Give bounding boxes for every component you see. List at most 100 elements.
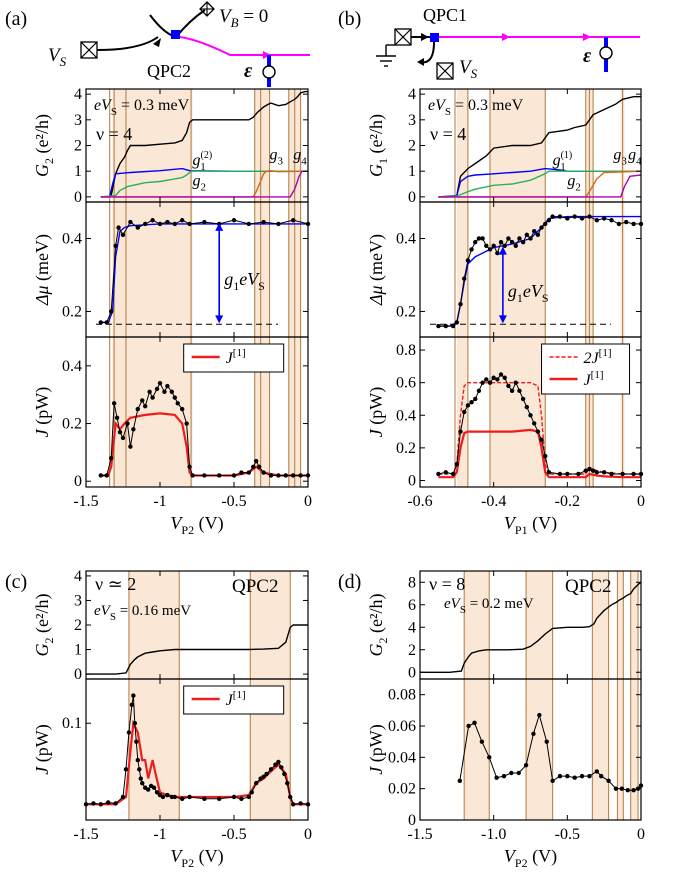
eps-label-b: ε bbox=[583, 45, 592, 67]
schematic-b: (b) QPC1 VS ε bbox=[338, 5, 640, 81]
point-1-2-2-15 bbox=[498, 372, 504, 377]
legend-text-sup: [1] bbox=[599, 347, 612, 359]
schematic-a: (a) VS VB = 0 QPC2 ε bbox=[5, 1, 310, 87]
point-0-2-1-9 bbox=[131, 427, 136, 432]
qpc2-gate-a bbox=[171, 30, 180, 39]
point-0-2-1-39 bbox=[298, 473, 303, 478]
arrow-label-g: g bbox=[508, 281, 517, 301]
point-0-2-1-36 bbox=[276, 473, 281, 478]
panel-label-b: (b) bbox=[338, 8, 361, 30]
annot-ev-val: = 0.16 meV bbox=[116, 603, 191, 619]
point-2-1-1-41 bbox=[279, 765, 284, 770]
ytick-label-2-0-2: 2 bbox=[74, 617, 82, 634]
point-2-1-1-30 bbox=[231, 794, 237, 800]
point-0-2-1-21 bbox=[175, 401, 180, 406]
point-2-1-1-44 bbox=[288, 794, 293, 800]
point-0-2-1-1 bbox=[104, 473, 109, 478]
ytick-label-0-0-4: 4 bbox=[74, 86, 82, 103]
ylabel-main: G bbox=[32, 643, 52, 656]
xlabel-2: VP2 (V) bbox=[170, 846, 223, 870]
point-1-1-1-13 bbox=[491, 243, 496, 248]
point-1-1-1-11 bbox=[484, 243, 489, 248]
ytick-label-1-2-0: 0 bbox=[408, 472, 416, 489]
annot-nu-0: ν = 4 bbox=[96, 124, 132, 144]
point-1-1-1-31 bbox=[565, 216, 570, 221]
point-3-1-0-3 bbox=[479, 739, 485, 744]
legend-text-sup: [1] bbox=[233, 689, 246, 701]
ytick-label-1-0-0: 0 bbox=[408, 189, 416, 206]
point-1-2-2-31 bbox=[576, 471, 581, 477]
point-1-2-2-22 bbox=[524, 404, 530, 410]
point-1-2-2-0 bbox=[436, 471, 441, 477]
point-2-1-1-42 bbox=[282, 771, 287, 777]
arrow-label-sub: 1 bbox=[517, 291, 523, 305]
point-0-1-1-5 bbox=[120, 232, 126, 238]
point-1-1-1-18 bbox=[509, 239, 515, 245]
point-3-1-0-25 bbox=[631, 788, 636, 793]
point-2-1-1-5 bbox=[120, 794, 126, 800]
point-1-1-1-2 bbox=[450, 323, 456, 329]
point-1-1-1-6 bbox=[465, 258, 471, 263]
point-1-1-1-7 bbox=[469, 247, 474, 252]
annot-ev-3: eVS = 0.2 meV bbox=[444, 596, 534, 616]
point-1-2-2-6 bbox=[465, 403, 471, 408]
point-2-1-1-20 bbox=[154, 790, 160, 795]
point-2-1-1-2 bbox=[98, 802, 104, 807]
series-label-0-0-2: g3 bbox=[270, 147, 284, 168]
ytick-label-3-1-0: 0 bbox=[408, 812, 416, 829]
band-0-3 bbox=[254, 89, 270, 487]
point-3-1-0-15 bbox=[565, 773, 570, 779]
ytick-label-2-0-4: 4 bbox=[74, 568, 82, 585]
point-3-1-0-0 bbox=[457, 778, 462, 784]
xlabel-sub: P2 bbox=[181, 856, 194, 870]
point-1-2-2-32 bbox=[583, 468, 588, 473]
point-2-1-1-37 bbox=[264, 771, 269, 777]
annot-ev-2: eVS = 0.16 meV bbox=[94, 603, 191, 623]
point-1-1-1-19 bbox=[513, 243, 518, 248]
point-1-2-2-14 bbox=[495, 377, 500, 382]
xlabel-sub: P1 bbox=[515, 523, 528, 537]
point-1-1-1-0 bbox=[436, 323, 441, 329]
point-3-1-0-23 bbox=[619, 786, 625, 791]
point-0-1-1-13 bbox=[180, 218, 185, 223]
xtick-label-0-1: -1 bbox=[153, 493, 166, 510]
point-3-1-0-24 bbox=[625, 788, 630, 793]
point-1-2-2-16 bbox=[502, 375, 507, 380]
ylabel-unit: (e²/h) bbox=[32, 594, 53, 638]
point-1-2-2-20 bbox=[517, 388, 522, 394]
point-0-2-1-5 bbox=[117, 429, 123, 435]
ytick-label-0-0-0: 0 bbox=[74, 189, 82, 206]
series-label-1-0-3: g4 bbox=[628, 147, 642, 168]
ytick-label-0-0-1: 1 bbox=[74, 163, 82, 180]
ytick-label-3-1-2: 0.04 bbox=[388, 749, 416, 766]
annot-ev-0: eVS = 0.3 meV bbox=[94, 97, 190, 118]
point-1-1-1-4 bbox=[458, 301, 463, 307]
band-0-2 bbox=[112, 89, 192, 487]
arrow-label-evsub: S bbox=[542, 291, 549, 305]
point-2-1-1-17 bbox=[145, 787, 151, 792]
point-0-1-1-0 bbox=[98, 320, 104, 325]
point-1-1-1-23 bbox=[528, 236, 533, 241]
panel-label-d: (d) bbox=[338, 571, 361, 593]
ytick-label-2-1-0: 0.1 bbox=[62, 715, 82, 732]
series-1-0-0 bbox=[438, 95, 641, 198]
xtick-label-3-0: -1.5 bbox=[407, 826, 432, 843]
magenta-arrow-b2 bbox=[583, 33, 591, 41]
ylabel-main: J bbox=[32, 766, 52, 775]
ytick-label-0-0-2: 2 bbox=[74, 138, 82, 155]
point-1-1-1-1 bbox=[443, 323, 448, 329]
point-1-1-1-28 bbox=[546, 218, 552, 223]
eps-thermometer-a bbox=[262, 65, 276, 79]
point-1-1-1-16 bbox=[502, 243, 507, 248]
annot-nu-2: ν ≃ 2 bbox=[95, 574, 136, 594]
xtick-label-0-2: -0.5 bbox=[221, 493, 246, 510]
point-1-1-1-39 bbox=[624, 219, 629, 225]
point-0-2-1-37 bbox=[283, 473, 288, 478]
subplot-0-1: g1eVS 0.2 0.4 Δμ (meV) bbox=[32, 201, 311, 338]
point-0-2-1-32 bbox=[254, 458, 259, 464]
ylabel-main: J bbox=[366, 766, 386, 775]
edge-arrow-a bbox=[153, 38, 161, 47]
point-2-1-1-11 bbox=[134, 739, 139, 744]
